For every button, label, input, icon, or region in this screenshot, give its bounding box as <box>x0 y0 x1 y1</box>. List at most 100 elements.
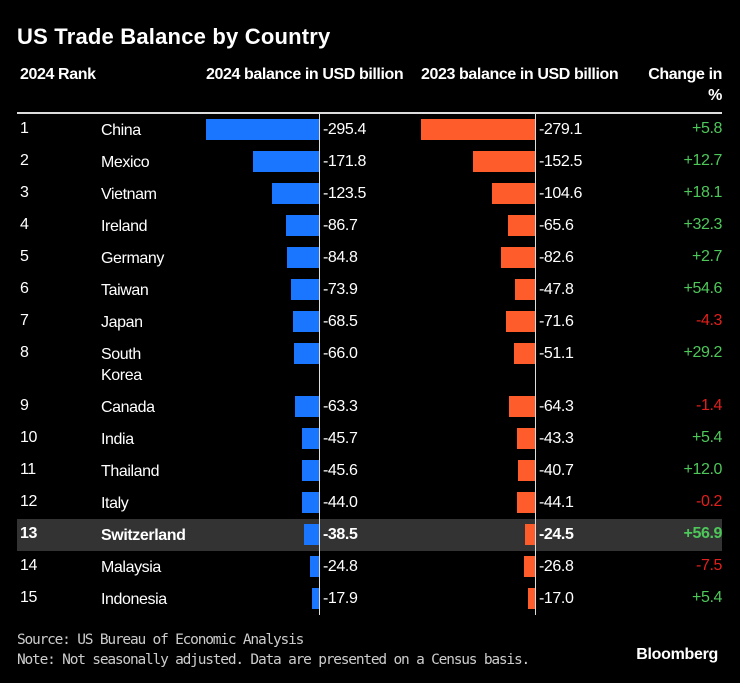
table-row: 10 India -45.7 -43.3 +5.4 <box>17 423 722 455</box>
change-percent: +5.4 <box>692 589 722 606</box>
table-row: 7 Japan -68.5 -71.6 -4.3 <box>17 306 722 338</box>
table-row: 14 Malaysia -24.8 -26.8 -7.5 <box>17 551 722 583</box>
value-2023: -64.3 <box>539 398 574 415</box>
axis-2023 <box>535 210 536 242</box>
table-row: 13 Switzerland -38.5 -24.5 +56.9 <box>17 519 722 551</box>
bar-2024 <box>271 183 319 204</box>
value-2024: -73.9 <box>323 281 358 298</box>
table-row: 2 Mexico -171.8 -152.5 +12.7 <box>17 146 722 178</box>
rank: 12 <box>20 493 37 510</box>
table-row: 9 Canada -63.3 -64.3 -1.4 <box>17 391 722 423</box>
bar-2023 <box>524 524 535 545</box>
axis-2023 <box>535 306 536 338</box>
table-row: 8 South Korea -66.0 -51.1 +29.2 <box>17 338 722 391</box>
bar-2024 <box>304 524 319 545</box>
bar-2024 <box>206 119 319 140</box>
axis-2024 <box>319 338 320 391</box>
bar-2023 <box>472 151 535 172</box>
value-2023: -40.7 <box>539 462 574 479</box>
change-percent: +56.9 <box>683 525 723 542</box>
axis-2023 <box>535 583 536 615</box>
axis-2024 <box>319 455 320 487</box>
axis-2023 <box>535 455 536 487</box>
table-row: 12 Italy -44.0 -44.1 -0.2 <box>17 487 722 519</box>
change-percent: -4.3 <box>696 312 722 329</box>
country-name: Malaysia <box>101 559 161 576</box>
rank: 10 <box>20 429 37 446</box>
value-2023: -47.8 <box>539 281 574 298</box>
header-2023-balance: 2023 balance in USD billion <box>421 66 619 83</box>
rank: 13 <box>20 525 37 542</box>
header-2024-balance: 2024 balance in USD billion <box>206 66 404 83</box>
axis-2024 <box>319 178 320 210</box>
country-name: Italy <box>101 495 129 512</box>
table-row: 1 China -295.4 -279.1 +5.8 <box>17 114 722 146</box>
axis-2023 <box>535 423 536 455</box>
value-2024: -17.9 <box>323 590 358 607</box>
axis-2024 <box>319 306 320 338</box>
bar-2023 <box>517 428 535 449</box>
country-name: China <box>101 122 141 139</box>
value-2023: -279.1 <box>539 121 582 138</box>
header-rank: 2024 Rank <box>20 66 96 83</box>
bar-2023 <box>421 119 535 140</box>
value-2024: -66.0 <box>323 345 358 362</box>
bar-2024 <box>302 492 319 513</box>
footnote: Note: Not seasonally adjusted. Data are … <box>17 652 530 668</box>
bar-2024 <box>292 311 319 332</box>
value-2024: -86.7 <box>323 217 358 234</box>
change-percent: -0.2 <box>696 493 722 510</box>
table-row: 5 Germany -84.8 -82.6 +2.7 <box>17 242 722 274</box>
bar-2023 <box>505 311 535 332</box>
value-2023: -17.0 <box>539 590 574 607</box>
bar-2024 <box>293 343 319 364</box>
change-percent: +5.8 <box>692 120 722 137</box>
table-row: 15 Indonesia -17.9 -17.0 +5.4 <box>17 583 722 615</box>
axis-2024 <box>319 423 320 455</box>
axis-2023 <box>535 551 536 583</box>
bar-2023 <box>501 247 535 268</box>
value-2023: -65.6 <box>539 217 574 234</box>
country-name: Taiwan <box>101 282 149 299</box>
chart-title: US Trade Balance by Country <box>17 24 331 49</box>
rank: 4 <box>20 216 29 233</box>
country-name: Vietnam <box>101 186 157 203</box>
axis-2023 <box>535 178 536 210</box>
axis-2024 <box>319 487 320 519</box>
rank: 15 <box>20 589 37 606</box>
change-percent: +12.7 <box>683 152 723 169</box>
bar-2024 <box>294 396 319 417</box>
rank: 7 <box>20 312 29 329</box>
value-2024: -38.5 <box>323 526 358 543</box>
axis-2024 <box>319 242 320 274</box>
value-2023: -71.6 <box>539 313 574 330</box>
bloomberg-logo: Bloomberg <box>636 646 718 663</box>
value-2023: -51.1 <box>539 345 574 362</box>
value-2024: -44.0 <box>323 494 358 511</box>
axis-2024 <box>319 583 320 615</box>
bar-2024 <box>290 279 319 300</box>
axis-2023 <box>535 338 536 391</box>
country-name: Switzerland <box>101 527 186 544</box>
value-2023: -43.3 <box>539 430 574 447</box>
country-name: South Korea <box>101 346 142 384</box>
change-percent: +2.7 <box>692 248 722 265</box>
country-name: Thailand <box>101 463 160 480</box>
value-2024: -84.8 <box>323 249 358 266</box>
table-row: 11 Thailand -45.6 -40.7 +12.0 <box>17 455 722 487</box>
table-row: 4 Ireland -86.7 -65.6 +32.3 <box>17 210 722 242</box>
axis-2024 <box>319 551 320 583</box>
country-name: Germany <box>101 250 164 267</box>
bar-2023 <box>516 492 535 513</box>
rank: 1 <box>20 120 29 137</box>
bar-2023 <box>518 460 535 481</box>
rank: 5 <box>20 248 29 265</box>
value-2023: -82.6 <box>539 249 574 266</box>
rank: 9 <box>20 397 29 414</box>
change-percent: +5.4 <box>692 429 722 446</box>
axis-2023 <box>535 519 536 551</box>
value-2024: -171.8 <box>323 153 366 170</box>
axis-2024 <box>319 519 320 551</box>
value-2023: -26.8 <box>539 558 574 575</box>
country-name: Ireland <box>101 218 148 235</box>
